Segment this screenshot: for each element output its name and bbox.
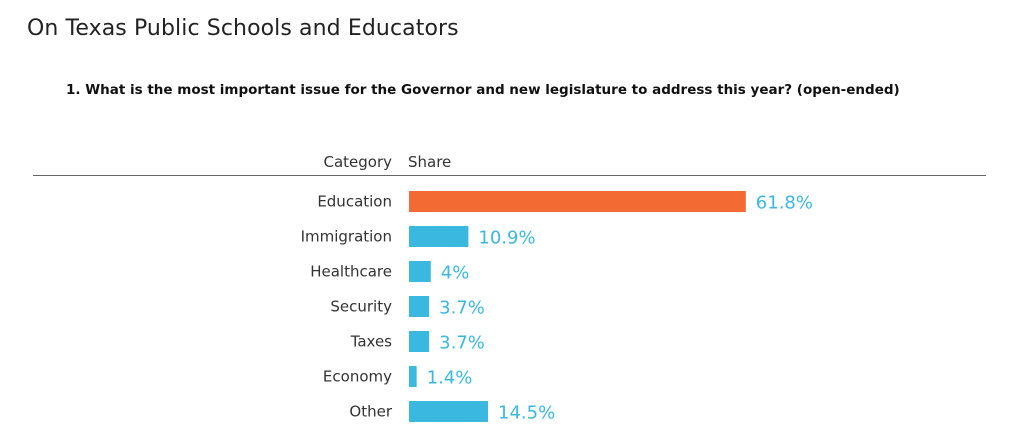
value-label-security: 3.7% (439, 298, 485, 319)
category-label-immigration: Immigration (301, 228, 392, 246)
category-label-security: Security (330, 298, 392, 316)
bar-taxes (409, 331, 430, 352)
bar-economy (409, 366, 417, 387)
value-label-taxes: 3.7% (439, 333, 485, 354)
value-label-immigration: 10.9% (478, 228, 535, 249)
value-label-healthcare: 4% (441, 263, 470, 284)
bar-security (409, 296, 430, 317)
question-text: 1. What is the most important issue for … (66, 82, 900, 98)
category-label-economy: Economy (323, 368, 392, 386)
category-label-education: Education (317, 193, 392, 211)
category-label-healthcare: Healthcare (310, 263, 392, 281)
category-label-other: Other (349, 403, 392, 421)
bars-group: Education 61.8% Immigration 10.9% Healthcare… (301, 191, 813, 424)
bar-immigration (409, 226, 469, 247)
category-label-taxes: Taxes (350, 333, 393, 351)
category-column-header: Category (323, 153, 392, 171)
page-title: On Texas Public Schools and Educators (27, 16, 459, 41)
value-label-education: 61.8% (756, 193, 813, 214)
value-label-other: 14.5% (498, 403, 555, 424)
share-column-header: Share (408, 153, 451, 171)
bar-education (409, 191, 746, 212)
value-label-economy: 1.4% (427, 368, 473, 389)
bar-healthcare (409, 261, 431, 282)
bar-other (409, 401, 489, 422)
